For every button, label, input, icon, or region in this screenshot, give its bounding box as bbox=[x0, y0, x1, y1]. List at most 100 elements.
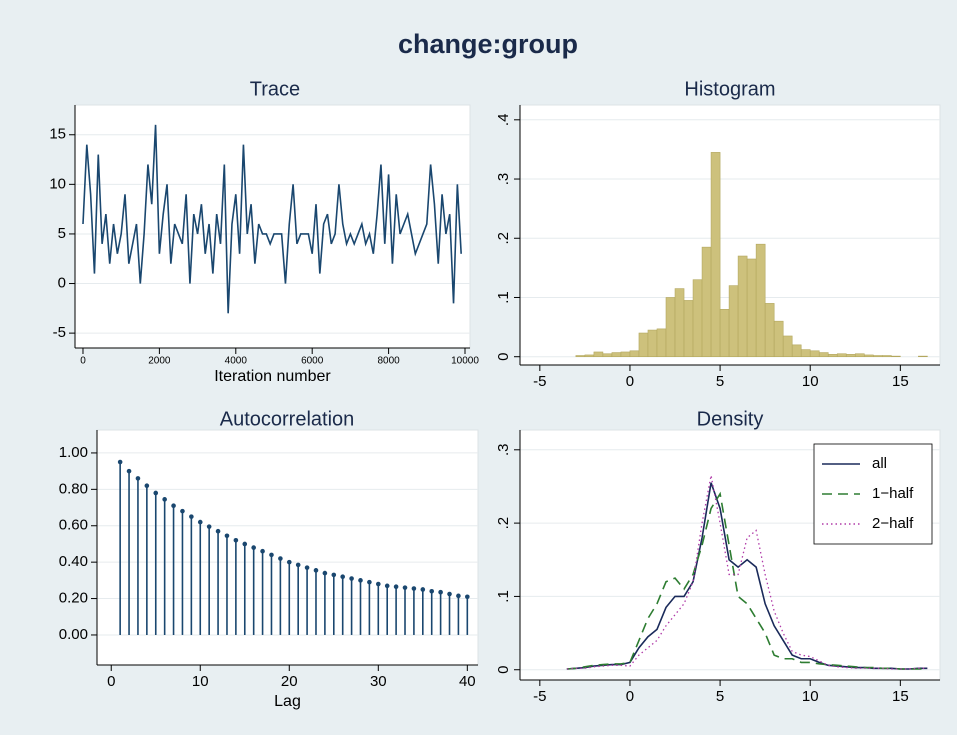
x-tick-label: 15 bbox=[892, 373, 909, 390]
stem-dot bbox=[358, 578, 363, 583]
x-tick-label: 0 bbox=[626, 688, 634, 705]
x-tick-label: 10 bbox=[802, 688, 819, 705]
x-tick-label: 5 bbox=[716, 373, 724, 390]
histogram-bar bbox=[764, 303, 775, 358]
histogram-bar bbox=[773, 320, 784, 358]
histogram-bar bbox=[845, 354, 856, 358]
stem-dot bbox=[269, 552, 274, 558]
x-tick-label: 10 bbox=[192, 673, 209, 690]
histogram-bar bbox=[647, 329, 658, 358]
stem-dot bbox=[349, 576, 354, 581]
stem-dot bbox=[286, 559, 292, 565]
x-tick-label: 5 bbox=[716, 688, 724, 705]
histogram-bar bbox=[710, 152, 721, 358]
y-tick-label: .2 bbox=[495, 517, 512, 530]
histogram-bar bbox=[918, 355, 928, 358]
x-tick-label: 2000 bbox=[148, 356, 171, 367]
histogram-bar bbox=[800, 349, 811, 358]
y-tick-label: 0.80 bbox=[59, 480, 88, 497]
stem-dot bbox=[215, 528, 221, 534]
histogram-bar bbox=[638, 332, 649, 358]
histogram-bar bbox=[809, 350, 820, 358]
legend-label: 1−half bbox=[872, 485, 914, 502]
stem-dot bbox=[242, 541, 248, 547]
stem-dot bbox=[197, 519, 203, 525]
x-tick-label: 8000 bbox=[377, 356, 400, 367]
stem-dot bbox=[117, 459, 123, 465]
stem-dot bbox=[456, 593, 461, 599]
stem-dot bbox=[438, 589, 443, 595]
y-tick-label: 1.00 bbox=[59, 444, 88, 461]
stem-dot bbox=[135, 476, 141, 481]
x-tick-label: 0 bbox=[107, 673, 115, 690]
x-tick-label: 0 bbox=[80, 356, 86, 367]
stem-dot bbox=[367, 579, 372, 585]
stem-dot bbox=[224, 533, 230, 539]
y-tick-label: 5 bbox=[58, 225, 66, 242]
histogram-bar bbox=[611, 352, 622, 358]
stem-dot bbox=[313, 568, 319, 573]
stem-dot bbox=[393, 584, 399, 590]
x-tick-label: 40 bbox=[459, 673, 476, 690]
legend-box bbox=[813, 443, 933, 545]
stem-dot bbox=[153, 490, 159, 496]
y-tick-label: .4 bbox=[495, 114, 512, 127]
panel-title: Autocorrelation bbox=[220, 408, 355, 430]
series-line bbox=[82, 124, 462, 314]
stem-dot bbox=[206, 524, 212, 529]
histogram-bar bbox=[683, 300, 694, 358]
x-tick-label: 10 bbox=[802, 373, 819, 390]
histogram-bar bbox=[674, 288, 685, 358]
stem-dot bbox=[384, 583, 390, 589]
main-title: change:group bbox=[398, 29, 578, 59]
series-line bbox=[566, 491, 928, 670]
stem-dot bbox=[420, 587, 426, 592]
x-axis-label: Iteration number bbox=[214, 368, 331, 385]
y-tick-label: 0.60 bbox=[59, 517, 88, 534]
x-tick-label: 15 bbox=[892, 688, 909, 705]
histogram-bar bbox=[629, 350, 640, 358]
stem-dot bbox=[402, 585, 408, 590]
histogram-bar bbox=[827, 354, 838, 358]
stem-dot bbox=[375, 581, 381, 587]
x-tick-label: 10000 bbox=[451, 356, 479, 367]
y-tick-label: 0.40 bbox=[59, 553, 88, 570]
y-tick-label: 0 bbox=[58, 274, 66, 291]
y-tick-label: -5 bbox=[53, 324, 66, 341]
stem-dot bbox=[278, 556, 283, 561]
histogram-bar bbox=[782, 335, 793, 358]
stem-dot bbox=[180, 508, 185, 514]
histogram-bar bbox=[728, 285, 739, 358]
panel-title: Density bbox=[697, 408, 764, 430]
histogram-bar bbox=[620, 351, 631, 358]
y-tick-label: .1 bbox=[495, 590, 512, 603]
x-tick-label: 0 bbox=[626, 373, 634, 390]
histogram-bar bbox=[575, 355, 586, 358]
stem-dot bbox=[126, 468, 132, 474]
histogram-bar bbox=[882, 355, 892, 358]
stem-dot bbox=[447, 591, 452, 597]
y-tick-label: .3 bbox=[495, 173, 512, 186]
x-axis-label: Lag bbox=[274, 693, 301, 710]
histogram-bar bbox=[854, 353, 865, 358]
stem-dot bbox=[189, 514, 194, 519]
stem-dot bbox=[251, 545, 256, 550]
stem-dot bbox=[171, 503, 176, 509]
stem-dot bbox=[429, 588, 435, 594]
histogram-bar bbox=[593, 351, 604, 358]
panel-title: Histogram bbox=[684, 78, 775, 100]
y-tick-label: .2 bbox=[495, 232, 512, 245]
stem-dot bbox=[411, 586, 417, 591]
y-tick-label: 10 bbox=[49, 175, 66, 192]
histogram-bar bbox=[818, 352, 829, 358]
stem-dot bbox=[331, 572, 337, 578]
histogram-bar bbox=[891, 355, 901, 358]
histogram-bar bbox=[755, 243, 766, 358]
x-tick-label: -5 bbox=[533, 688, 546, 705]
x-tick-label: 4000 bbox=[225, 356, 248, 367]
legend-label: all bbox=[872, 455, 887, 472]
histogram-bar bbox=[656, 328, 667, 358]
panel-title: Trace bbox=[250, 78, 300, 100]
histogram-bar bbox=[737, 255, 748, 358]
